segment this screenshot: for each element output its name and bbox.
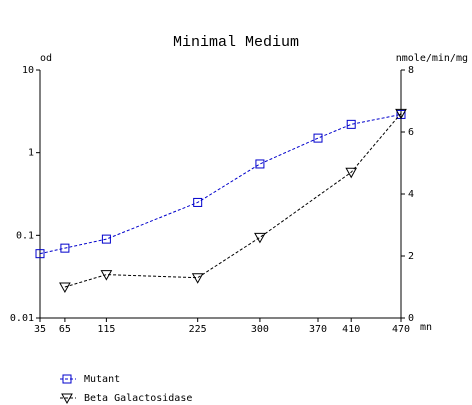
marker xyxy=(35,249,45,259)
marker xyxy=(101,234,111,244)
marker xyxy=(191,273,204,284)
x-tick-label: 115 xyxy=(97,324,115,335)
marker xyxy=(395,108,407,120)
series-line xyxy=(39,113,402,255)
x-tick-label: 300 xyxy=(251,324,269,335)
y2-tick-label: 2 xyxy=(408,251,414,262)
y-tick-label: 1 xyxy=(28,148,34,159)
x-tick-label: 470 xyxy=(392,324,410,335)
marker xyxy=(59,282,71,294)
marker xyxy=(313,133,323,143)
y-axis-label: od xyxy=(40,53,52,64)
y2-axis-label: nmole/min/mg xyxy=(396,53,468,64)
x-tick-label: 410 xyxy=(342,324,360,335)
x-tick-label: 65 xyxy=(59,324,71,335)
y2-tick-label: 8 xyxy=(408,65,414,76)
x-tick-label: 225 xyxy=(189,324,207,335)
marker xyxy=(254,232,266,244)
y2-tick-label: 6 xyxy=(408,127,414,138)
marker xyxy=(60,243,70,253)
marker xyxy=(193,197,203,207)
legend-label: Mutant xyxy=(84,374,120,385)
marker xyxy=(345,167,358,179)
y2-tick-label: 0 xyxy=(408,313,414,324)
y-tick-label: 10 xyxy=(22,65,34,76)
series-line xyxy=(64,113,402,288)
x-axis-label: mn xyxy=(420,322,432,333)
y2-tick-label: 4 xyxy=(408,189,414,200)
marker xyxy=(255,159,265,169)
chart-title: Minimal Medium xyxy=(173,34,299,51)
marker xyxy=(346,119,356,129)
y-tick-label: 0.1 xyxy=(16,230,34,241)
x-tick-label: 35 xyxy=(34,324,46,335)
legend-marker xyxy=(61,393,73,405)
x-tick-label: 370 xyxy=(309,324,327,335)
legend-marker xyxy=(62,374,72,384)
y-tick-label: 0.01 xyxy=(10,313,34,324)
legend-label: Beta Galactosidase xyxy=(84,393,192,404)
marker xyxy=(100,270,113,281)
